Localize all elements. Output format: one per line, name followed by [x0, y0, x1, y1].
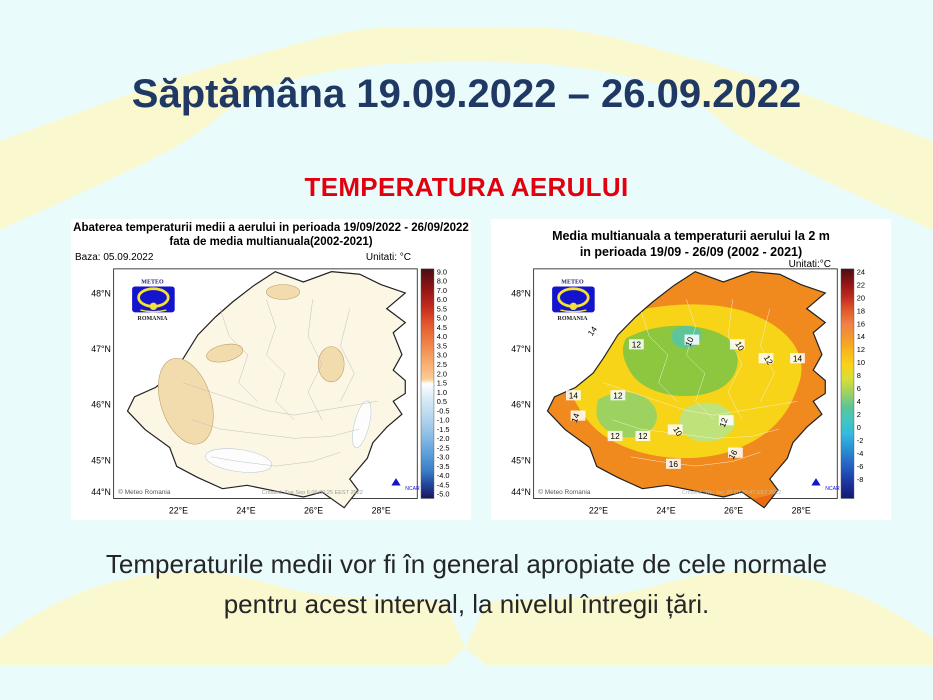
svg-text:47°N: 47°N: [511, 344, 531, 354]
svg-text:12: 12: [613, 390, 623, 400]
svg-text:-4.5: -4.5: [437, 480, 450, 489]
svg-text:10: 10: [857, 358, 865, 367]
svg-text:8: 8: [857, 371, 861, 380]
svg-text:ROMANIA: ROMANIA: [557, 316, 588, 322]
svg-text:5.5: 5.5: [437, 304, 447, 313]
svg-text:-3.0: -3.0: [437, 453, 450, 462]
svg-text:-5.0: -5.0: [437, 490, 450, 499]
svg-text:9.0: 9.0: [437, 267, 447, 276]
svg-text:20: 20: [857, 293, 865, 302]
svg-text:12: 12: [632, 340, 642, 350]
svg-text:24°E: 24°E: [236, 505, 255, 515]
svg-text:-2.0: -2.0: [437, 434, 450, 443]
svg-text:28°E: 28°E: [372, 505, 391, 515]
svg-text:2.0: 2.0: [437, 369, 447, 378]
svg-text:© Meteo Romania: © Meteo Romania: [538, 488, 591, 496]
svg-text:6: 6: [857, 384, 861, 393]
svg-text:2.5: 2.5: [437, 360, 447, 369]
svg-text:24°E: 24°E: [656, 505, 675, 515]
svg-text:-2.5: -2.5: [437, 443, 450, 452]
svg-text:ROMANIA: ROMANIA: [137, 316, 168, 322]
svg-text:0.5: 0.5: [437, 397, 447, 406]
svg-text:NCAR: NCAR: [405, 486, 420, 492]
svg-text:16: 16: [857, 319, 865, 328]
svg-text:26°E: 26°E: [304, 505, 323, 515]
svg-text:-1.0: -1.0: [437, 416, 450, 425]
svg-text:-6: -6: [857, 462, 864, 471]
svg-text:47°N: 47°N: [91, 344, 111, 354]
svg-text:26°E: 26°E: [724, 505, 743, 515]
svg-text:-4.0: -4.0: [437, 471, 450, 480]
svg-text:-1.5: -1.5: [437, 425, 450, 434]
svg-text:44°N: 44°N: [511, 487, 531, 497]
svg-text:METEO: METEO: [561, 280, 584, 286]
svg-text:28°E: 28°E: [792, 505, 811, 515]
svg-text:12: 12: [857, 345, 865, 354]
svg-text:-3.5: -3.5: [437, 462, 450, 471]
svg-text:3.0: 3.0: [437, 351, 447, 360]
svg-text:44°N: 44°N: [91, 487, 111, 497]
svg-text:48°N: 48°N: [91, 289, 111, 299]
svg-text:4.0: 4.0: [437, 332, 447, 341]
svg-text:14: 14: [857, 332, 865, 341]
svg-text:46°N: 46°N: [511, 400, 531, 410]
svg-text:18: 18: [857, 306, 865, 315]
svg-text:12: 12: [610, 431, 620, 441]
svg-text:Created: Tue Sep 6 06:00:25 E: Created: Tue Sep 6 06:00:25 EEST 2022: [262, 490, 363, 496]
svg-text:14: 14: [569, 390, 579, 400]
svg-text:7.0: 7.0: [437, 286, 447, 295]
svg-text:© Meteo Romania: © Meteo Romania: [118, 488, 171, 496]
svg-text:46°N: 46°N: [91, 400, 111, 410]
svg-text:4: 4: [857, 397, 861, 406]
svg-text:2: 2: [857, 410, 861, 419]
svg-text:1.5: 1.5: [437, 379, 447, 388]
svg-text:8.0: 8.0: [437, 277, 447, 286]
svg-text:-2: -2: [857, 436, 864, 445]
svg-text:6.0: 6.0: [437, 295, 447, 304]
svg-text:45°N: 45°N: [91, 455, 111, 465]
svg-text:22: 22: [857, 280, 865, 289]
svg-text:22°E: 22°E: [169, 505, 188, 515]
svg-text:NCAR: NCAR: [825, 486, 840, 492]
svg-text:45°N: 45°N: [511, 455, 531, 465]
svg-text:16: 16: [669, 459, 679, 469]
svg-text:24: 24: [857, 267, 865, 276]
svg-text:METEO: METEO: [141, 280, 164, 286]
svg-text:3.5: 3.5: [437, 341, 447, 350]
svg-text:Created: Thu Jan 20 20:20:47 E: Created: Thu Jan 20 20:20:47 EET 2022: [682, 490, 782, 496]
svg-text:1.0: 1.0: [437, 388, 447, 397]
svg-text:4.5: 4.5: [437, 323, 447, 332]
svg-text:-8: -8: [857, 475, 864, 484]
svg-text:48°N: 48°N: [511, 289, 531, 299]
svg-text:12: 12: [638, 431, 648, 441]
svg-text:14: 14: [793, 353, 803, 363]
svg-text:0: 0: [857, 423, 861, 432]
svg-text:-0.5: -0.5: [437, 406, 450, 415]
svg-text:5.0: 5.0: [437, 314, 447, 323]
svg-text:-4: -4: [857, 449, 864, 458]
svg-text:22°E: 22°E: [589, 505, 608, 515]
